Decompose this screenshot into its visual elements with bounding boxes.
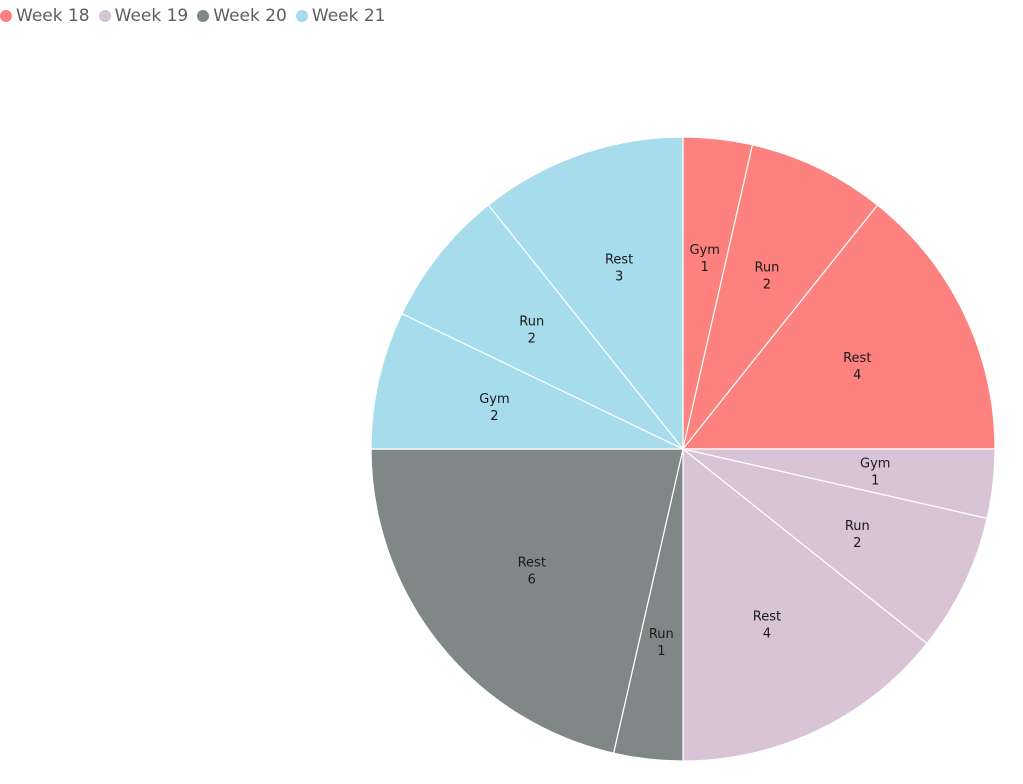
slice-label-week-20-run: Run 1 bbox=[649, 627, 674, 659]
pie-slice-week-20-rest[interactable] bbox=[370, 448, 684, 754]
slice-value-label: 2 bbox=[763, 278, 771, 293]
chart-legend: Week 18 Week 19 Week 20 Week 21 bbox=[0, 6, 395, 26]
pie-slice-week-18-rest[interactable] bbox=[681, 204, 996, 450]
slice-category-label: Rest bbox=[605, 252, 633, 267]
slice-label-week-21-run: Run 2 bbox=[519, 314, 544, 346]
legend-marker-week-21 bbox=[295, 10, 308, 22]
slice-value-label: 2 bbox=[528, 331, 536, 346]
pie-slice-week-18-run[interactable] bbox=[682, 144, 879, 450]
slice-label-week-21-gym: Gym 2 bbox=[479, 392, 509, 424]
slice-value-label: 3 bbox=[615, 269, 623, 284]
slice-category-label: Rest bbox=[753, 609, 781, 624]
pie-slice-week-19-rest[interactable] bbox=[682, 447, 928, 762]
slice-value-label: 1 bbox=[871, 474, 879, 489]
legend-label-week-21: Week 21 bbox=[311, 6, 386, 26]
slice-label-week-19-rest: Rest 4 bbox=[753, 609, 781, 641]
pie-slice-week-19-run[interactable] bbox=[682, 448, 988, 645]
slice-value-label: 2 bbox=[490, 409, 498, 424]
legend-item-week-20[interactable]: Week 20 bbox=[197, 6, 287, 26]
legend-item-week-21[interactable]: Week 21 bbox=[295, 6, 386, 26]
legend-item-week-19[interactable]: Week 19 bbox=[98, 6, 189, 26]
slice-label-week-18-run: Run 2 bbox=[754, 261, 779, 293]
slice-value-label: 4 bbox=[763, 626, 771, 641]
slice-category-label: Gym bbox=[479, 392, 509, 407]
slice-value-label: 1 bbox=[657, 644, 665, 659]
slice-label-week-21-rest: Rest 3 bbox=[605, 252, 633, 284]
legend-marker-week-18 bbox=[0, 10, 12, 22]
legend-label-week-18: Week 18 bbox=[16, 6, 90, 26]
slice-category-label: Run bbox=[519, 314, 544, 329]
slice-value-label: 6 bbox=[528, 573, 536, 588]
slice-label-week-18-gym: Gym 1 bbox=[689, 243, 719, 275]
slice-value-label: 2 bbox=[853, 536, 861, 551]
slice-category-label: Run bbox=[754, 261, 779, 276]
slice-category-label: Rest bbox=[518, 556, 546, 571]
legend-label-week-19: Week 19 bbox=[114, 6, 189, 26]
slice-category-label: Gym bbox=[860, 457, 890, 472]
slice-label-week-18-rest: Rest 4 bbox=[843, 351, 871, 383]
slice-category-label: Gym bbox=[689, 243, 719, 258]
slice-category-label: Rest bbox=[843, 351, 871, 366]
pie-slice-week-21-rest[interactable] bbox=[487, 136, 684, 451]
slice-category-label: Run bbox=[845, 519, 870, 534]
slice-label-week-20-rest: Rest 6 bbox=[518, 556, 546, 588]
legend-label-week-20: Week 20 bbox=[213, 6, 287, 26]
pie-slice-week-21-gym[interactable] bbox=[370, 312, 684, 450]
slice-label-week-19-gym: Gym 1 bbox=[860, 457, 890, 489]
slice-value-label: 1 bbox=[701, 260, 709, 275]
pie-slice-week-21-run[interactable] bbox=[401, 204, 684, 450]
legend-item-week-18[interactable]: Week 18 bbox=[0, 6, 90, 26]
slice-value-label: 4 bbox=[853, 368, 861, 383]
slice-label-week-19-run: Run 2 bbox=[845, 519, 870, 551]
pie-slices bbox=[370, 136, 996, 762]
legend-marker-week-20 bbox=[197, 10, 210, 22]
legend-marker-week-19 bbox=[98, 10, 111, 22]
slice-category-label: Run bbox=[649, 627, 674, 642]
